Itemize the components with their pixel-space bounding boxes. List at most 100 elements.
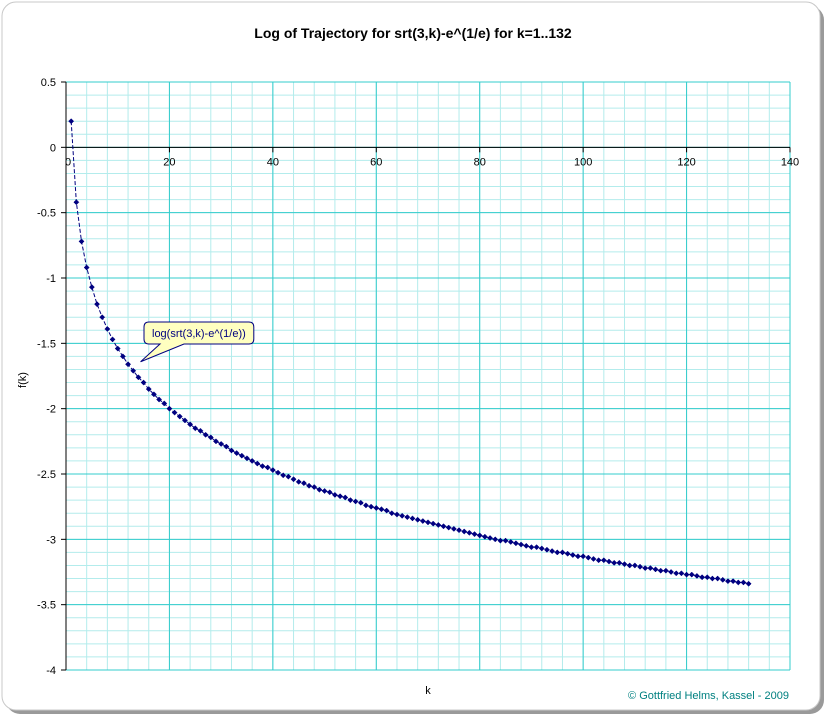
- data-point: [347, 497, 354, 504]
- data-point: [507, 538, 514, 545]
- data-point: [73, 199, 80, 206]
- data-point: [228, 447, 235, 454]
- data-point: [223, 443, 230, 450]
- data-point: [99, 314, 106, 321]
- data-point: [621, 561, 628, 568]
- data-point: [383, 507, 390, 514]
- data-point: [88, 284, 95, 291]
- data-point: [254, 460, 261, 467]
- data-point: [166, 405, 173, 412]
- data-point: [564, 550, 571, 557]
- data-point: [440, 523, 447, 530]
- data-point: [130, 367, 137, 374]
- y-axis-label: f(k): [17, 372, 29, 388]
- data-point: [538, 545, 545, 552]
- data-point: [285, 473, 292, 480]
- data-point: [244, 455, 250, 462]
- data-point: [678, 570, 685, 577]
- callout-bubble: [140, 321, 255, 363]
- data-point: [730, 578, 737, 585]
- data-point: [156, 396, 163, 403]
- data-point: [606, 558, 612, 565]
- data-point: [740, 579, 747, 586]
- y-tick-label: -1.5: [37, 338, 56, 350]
- data-point: [631, 562, 638, 569]
- data-point: [192, 425, 199, 432]
- data-point: [523, 542, 530, 549]
- data-point: [109, 336, 116, 343]
- data-point: [404, 514, 411, 521]
- data-point: [554, 549, 561, 556]
- data-point: [290, 476, 297, 483]
- data-point: [657, 567, 664, 574]
- data-point: [316, 486, 323, 493]
- x-tick-label: 40: [267, 156, 279, 168]
- data-point: [435, 522, 442, 528]
- y-tick-label: -3: [46, 534, 56, 546]
- data-point: [512, 540, 519, 547]
- data-point: [181, 417, 188, 424]
- data-point: [373, 505, 380, 511]
- data-point: [466, 529, 473, 536]
- data-point: [652, 566, 659, 573]
- data-point: [693, 572, 700, 579]
- data-point: [150, 391, 157, 398]
- data-point: [585, 554, 592, 561]
- callout-text: log(srt(3,k)-e^(1/e)): [152, 328, 246, 340]
- data-point: [114, 345, 121, 352]
- data-point: [259, 463, 266, 470]
- y-tick-label: -4: [46, 665, 56, 677]
- data-point: [357, 499, 364, 506]
- data-point: [425, 519, 431, 526]
- data-point: [575, 553, 581, 560]
- data-point: [662, 567, 669, 574]
- x-tick-label: 80: [474, 156, 486, 168]
- data-point: [125, 361, 132, 368]
- y-tick-label: -1: [46, 273, 56, 285]
- data-point: [119, 353, 126, 360]
- data-point: [528, 544, 535, 551]
- data-point: [450, 525, 457, 532]
- data-point: [549, 548, 556, 555]
- data-point: [497, 537, 504, 544]
- data-point: [471, 531, 478, 538]
- x-axis-label: k: [425, 685, 431, 697]
- data-point: [668, 569, 675, 575]
- data-point: [699, 574, 706, 581]
- x-tick-label: 100: [574, 156, 592, 168]
- data-point: [378, 506, 385, 513]
- data-point: [275, 469, 281, 476]
- data-point: [362, 502, 369, 509]
- data-point: [476, 532, 483, 539]
- y-tick-label: 0: [50, 142, 56, 154]
- y-tick-label: -2.5: [37, 469, 56, 481]
- data-point: [419, 518, 426, 524]
- data-point: [388, 510, 395, 517]
- data-point: [342, 494, 349, 501]
- data-point: [83, 264, 90, 271]
- data-point: [68, 118, 75, 125]
- x-tick-label: 140: [781, 156, 799, 168]
- data-point: [233, 450, 240, 457]
- data-point: [492, 536, 499, 543]
- x-tick-label: 120: [677, 156, 695, 168]
- data-point: [326, 489, 333, 496]
- data-point: [559, 549, 566, 556]
- data-point: [94, 301, 100, 308]
- data-point: [409, 515, 416, 522]
- data-point: [269, 467, 276, 474]
- data-point: [642, 565, 649, 572]
- data-point: [321, 488, 328, 494]
- data-point: [368, 503, 375, 510]
- data-point: [487, 535, 494, 541]
- y-tick-label: -0.5: [37, 208, 56, 220]
- data-point: [187, 421, 194, 428]
- data-point: [616, 559, 623, 566]
- data-point: [414, 516, 421, 523]
- data-point: [238, 452, 245, 459]
- data-point: [714, 575, 721, 582]
- data-point: [637, 563, 643, 570]
- x-tick-label: 0: [65, 156, 71, 168]
- data-point: [456, 527, 462, 534]
- data-point: [218, 440, 225, 447]
